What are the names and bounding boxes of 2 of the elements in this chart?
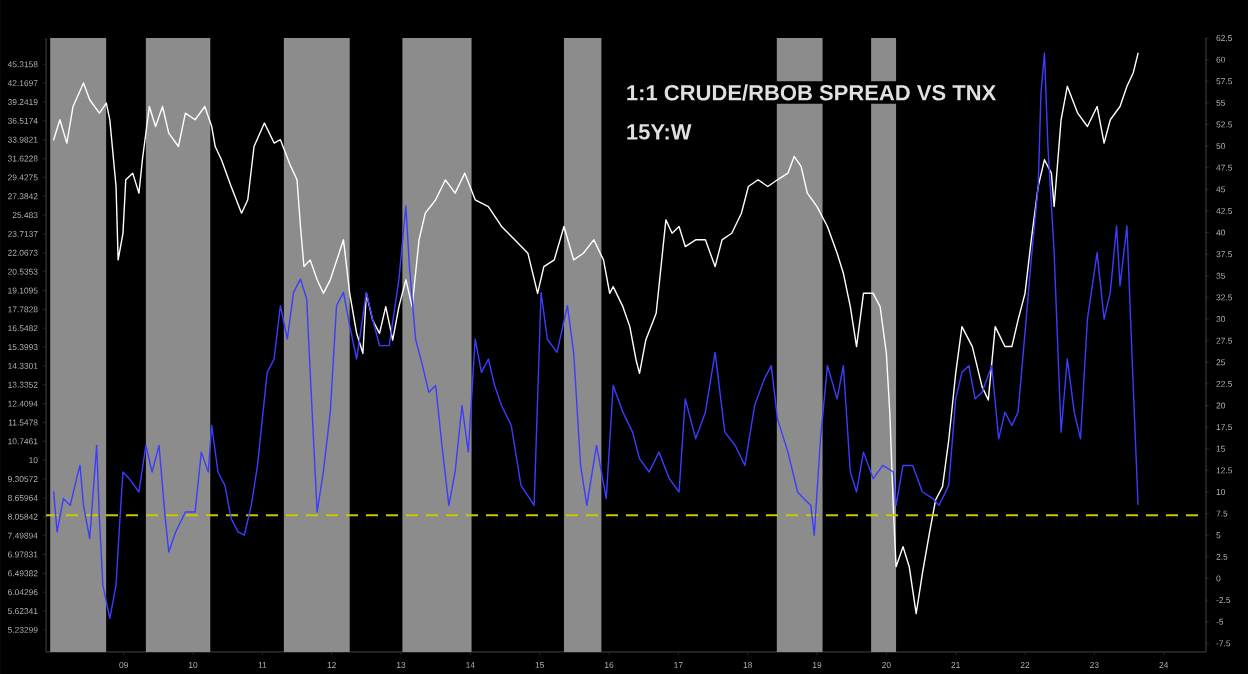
text: 15Y:W: [627, 124, 692, 140]
text: 1:1 CRUDE/RBOB SPREAD VS TNX: [627, 84, 997, 101]
